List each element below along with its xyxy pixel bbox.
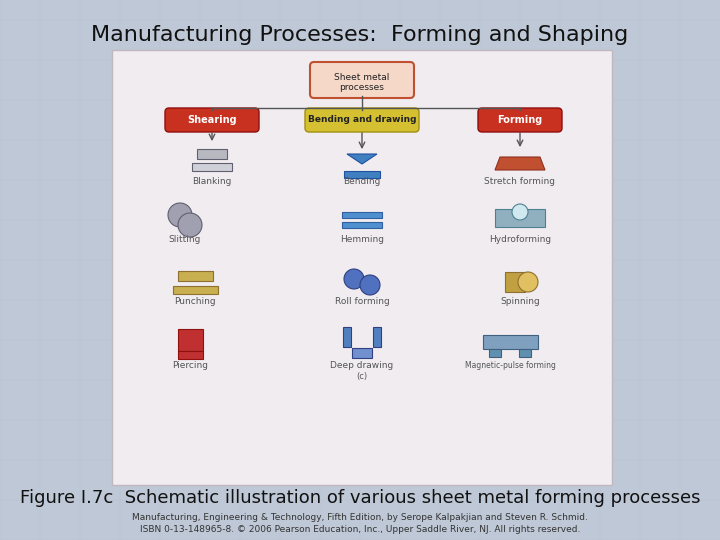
Bar: [352, 348, 372, 358]
Circle shape: [178, 213, 202, 237]
Text: Slitting: Slitting: [168, 235, 201, 245]
FancyBboxPatch shape: [478, 108, 562, 132]
Text: Hemming: Hemming: [340, 235, 384, 245]
Bar: [197, 149, 227, 159]
Bar: [342, 222, 382, 228]
Circle shape: [518, 272, 538, 292]
Text: Bending and drawing: Bending and drawing: [307, 116, 416, 125]
Circle shape: [168, 203, 192, 227]
Text: Roll forming: Roll forming: [335, 298, 390, 307]
Text: Sheet metal: Sheet metal: [334, 72, 390, 82]
Text: Stretch forming: Stretch forming: [485, 178, 556, 186]
Bar: [482, 335, 538, 349]
Text: Spinning: Spinning: [500, 298, 540, 307]
Bar: [489, 349, 501, 357]
Text: Hydroforming: Hydroforming: [489, 235, 551, 245]
Text: Figure I.7c  Schematic illustration of various sheet metal forming processes: Figure I.7c Schematic illustration of va…: [19, 489, 701, 507]
Text: Manufacturing, Engineering & Technology, Fifth Edition, by Serope Kalpakjian and: Manufacturing, Engineering & Technology,…: [132, 514, 588, 523]
Bar: [178, 271, 212, 281]
Polygon shape: [347, 154, 377, 164]
Text: Manufacturing Processes:  Forming and Shaping: Manufacturing Processes: Forming and Sha…: [91, 25, 629, 45]
Bar: [112, 50, 612, 485]
Text: Bending: Bending: [343, 178, 381, 186]
Bar: [192, 163, 232, 171]
Bar: [344, 171, 380, 178]
Bar: [495, 209, 545, 227]
Text: Piercing: Piercing: [172, 361, 208, 369]
Text: (c): (c): [356, 373, 368, 381]
FancyBboxPatch shape: [165, 108, 259, 132]
Text: ISBN 0-13-148965-8. © 2006 Pearson Education, Inc., Upper Saddle River, NJ. All : ISBN 0-13-148965-8. © 2006 Pearson Educa…: [140, 524, 580, 534]
Bar: [505, 272, 525, 292]
Bar: [178, 329, 202, 351]
Text: Punching: Punching: [174, 298, 216, 307]
Text: processes: processes: [340, 83, 384, 91]
Bar: [173, 286, 217, 294]
Text: Shearing: Shearing: [187, 115, 237, 125]
Bar: [519, 349, 531, 357]
Circle shape: [344, 269, 364, 289]
Bar: [178, 351, 202, 359]
Text: Forming: Forming: [498, 115, 543, 125]
Bar: [342, 212, 382, 218]
Bar: [373, 327, 381, 347]
Text: Magnetic-pulse forming: Magnetic-pulse forming: [464, 361, 555, 369]
Circle shape: [360, 275, 380, 295]
Bar: [343, 327, 351, 347]
FancyBboxPatch shape: [310, 62, 414, 98]
Text: Deep drawing: Deep drawing: [330, 361, 394, 369]
Text: Blanking: Blanking: [192, 178, 232, 186]
Circle shape: [512, 204, 528, 220]
FancyBboxPatch shape: [305, 108, 419, 132]
Polygon shape: [495, 157, 545, 170]
